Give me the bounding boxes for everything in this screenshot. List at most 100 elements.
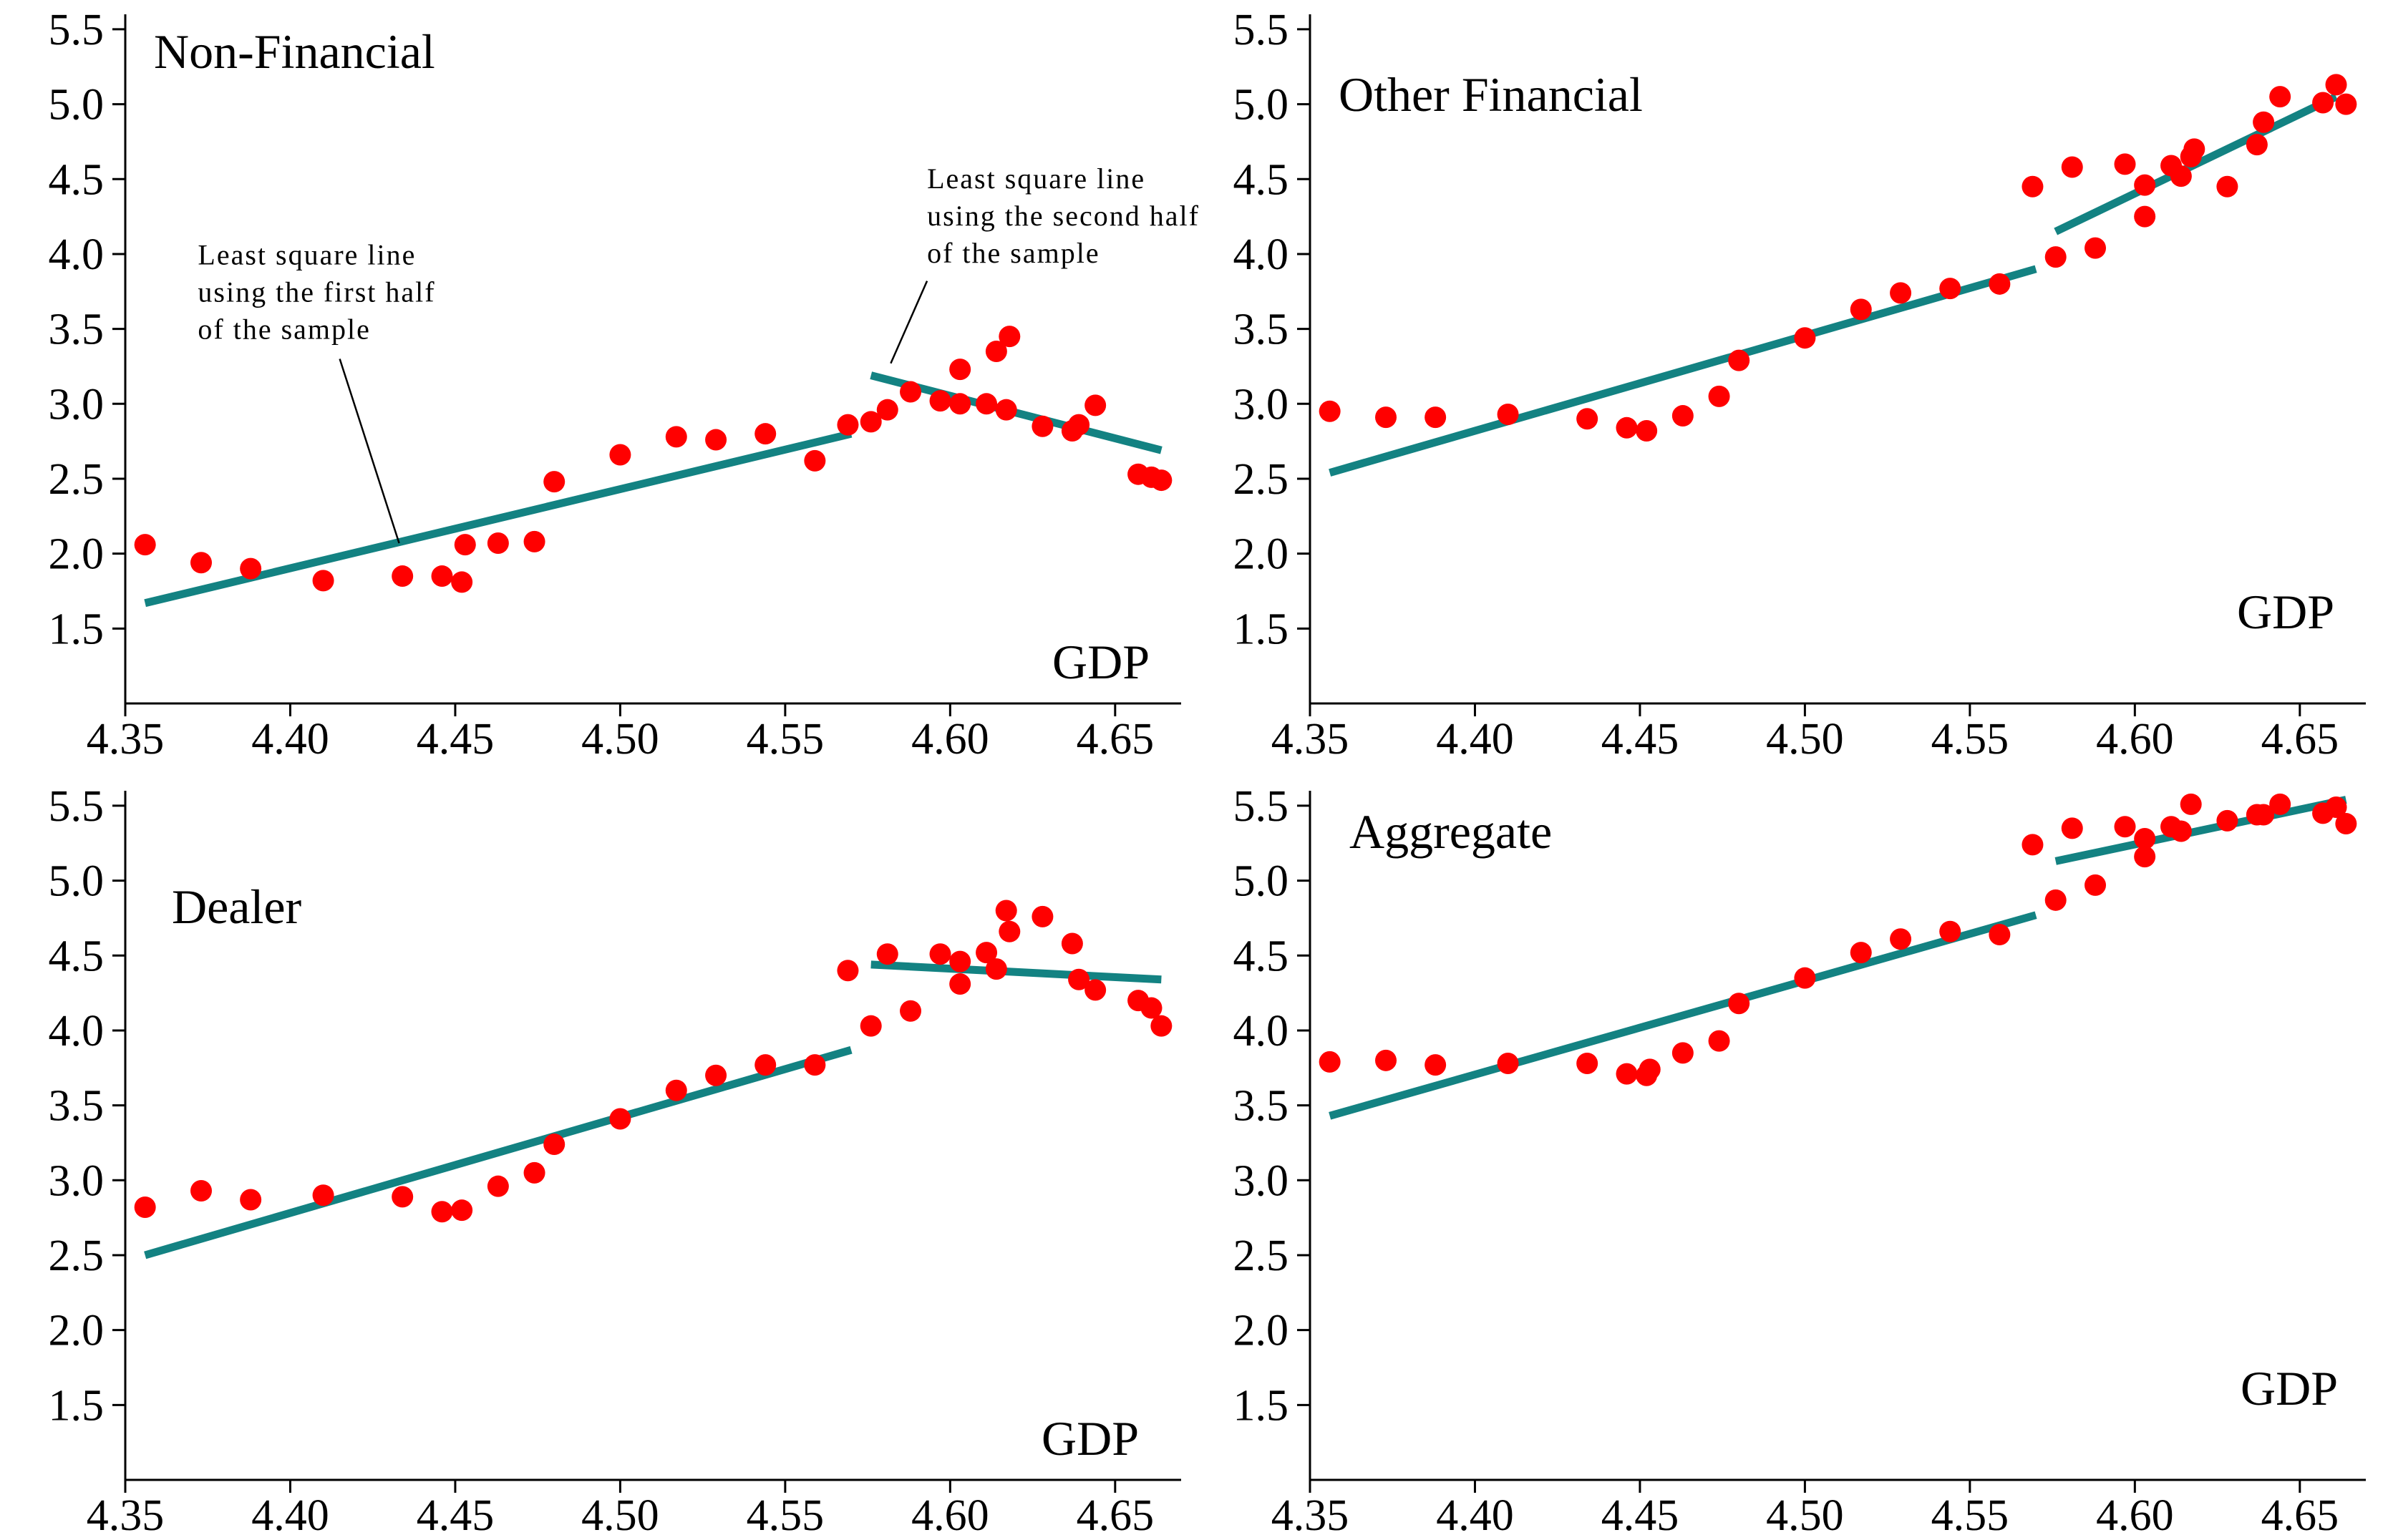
data-point <box>1319 1051 1341 1073</box>
data-point <box>2170 820 2192 842</box>
x-tick-label: 4.40 <box>1436 1491 1514 1540</box>
data-point <box>860 411 882 433</box>
data-point <box>1939 920 1961 942</box>
x-tick-label: 4.50 <box>581 1491 659 1540</box>
data-point <box>804 1054 826 1076</box>
data-point <box>2335 813 2357 835</box>
x-tick-label: 4.55 <box>1931 715 2009 764</box>
data-point <box>487 1175 509 1197</box>
data-point <box>431 1201 453 1223</box>
data-point <box>2170 165 2192 187</box>
x-tick-label: 4.50 <box>1766 715 1844 764</box>
data-point <box>754 423 777 445</box>
x-tick-label: 4.45 <box>417 1491 495 1540</box>
y-tick-label: 4.0 <box>1233 1007 1289 1056</box>
y-tick-label: 1.5 <box>49 1381 105 1430</box>
data-point <box>900 1000 922 1022</box>
data-point <box>900 381 922 403</box>
data-point <box>949 950 971 973</box>
data-point <box>134 534 156 556</box>
fit-line-first-half <box>1329 265 2037 477</box>
x-tick-label: 4.65 <box>1077 715 1155 764</box>
x-tick-label: 4.35 <box>87 1491 165 1540</box>
y-tick-label: 3.5 <box>1233 306 1289 354</box>
x-tick-label: 4.35 <box>1271 715 1349 764</box>
y-tick-label: 3.5 <box>49 306 105 354</box>
data-point <box>999 326 1021 348</box>
data-point <box>2022 834 2044 856</box>
y-tick-label: 4.5 <box>49 155 105 204</box>
data-point <box>2216 175 2238 198</box>
y-tick-label: 5.5 <box>49 6 105 54</box>
y-tick-label: 5.0 <box>1233 857 1289 906</box>
data-point <box>431 565 453 588</box>
data-point <box>1068 414 1090 436</box>
data-point <box>705 1064 727 1086</box>
annotation-line: Least square line <box>927 162 1145 195</box>
data-point <box>2084 874 2107 896</box>
data-point <box>2134 205 2156 228</box>
data-point <box>1794 967 1816 989</box>
data-point <box>860 1015 882 1037</box>
data-point <box>1084 394 1107 416</box>
data-point <box>312 1184 334 1207</box>
panel-title: Dealer <box>172 879 302 934</box>
data-point <box>2061 817 2083 839</box>
data-point <box>451 1199 473 1222</box>
data-point <box>665 1079 687 1101</box>
x-tick-label: 4.40 <box>1436 715 1514 764</box>
data-point <box>2134 174 2156 196</box>
panel-non-financial: 1.5 2.0 2.5 3.0 3.5 4.0 4.5 5.0 5.5 4.35 4.40 4.45 4… <box>49 6 1198 764</box>
data-point <box>190 1179 213 1202</box>
x-tick-label: 4.60 <box>2096 715 2174 764</box>
panel-dealer: 1.5 2.0 2.5 3.0 3.5 4.0 4.5 5.0 5.5 4.35 4.40 4.45 4… <box>49 782 1181 1540</box>
y-tick-label: 4.0 <box>49 1007 105 1056</box>
data-point <box>1319 400 1341 422</box>
data-point <box>1616 1063 1638 1085</box>
data-point <box>1150 1015 1173 1037</box>
annotation-line: using the first half <box>198 276 435 308</box>
y-tick-label: 2.0 <box>1233 1307 1289 1355</box>
data-point <box>2246 134 2268 156</box>
data-point <box>1068 968 1090 990</box>
x-tick-label: 4.60 <box>2096 1491 2174 1540</box>
data-point <box>976 942 998 964</box>
data-point <box>929 390 951 412</box>
y-tick-label: 5.5 <box>49 782 105 831</box>
data-point <box>665 426 687 448</box>
x-axis-title: GDP <box>2241 1361 2338 1415</box>
annotation-second-half: Least square line using the second half of… <box>890 162 1198 364</box>
data-point <box>609 444 631 466</box>
data-point <box>2269 86 2291 108</box>
data-point <box>1890 282 1912 304</box>
y-tick-label: 2.0 <box>49 1307 105 1355</box>
x-tick-label: 4.55 <box>747 715 825 764</box>
data-point <box>1576 1053 1598 1075</box>
data-point <box>1939 278 1961 300</box>
y-tick-label: 1.5 <box>1233 605 1289 653</box>
data-point <box>995 399 1017 421</box>
panel-other-financial: 1.5 2.0 2.5 3.0 3.5 4.0 4.5 5.0 5.5 4.35 4.40 4.45 4… <box>1233 6 2366 764</box>
annotation-line: Least square line <box>198 239 416 271</box>
data-point <box>523 1161 545 1184</box>
data-point <box>2216 809 2238 832</box>
data-point <box>1728 349 1750 371</box>
panel-aggregate: 1.5 2.0 2.5 3.0 3.5 4.0 4.5 5.0 5.5 4.35 4.40 4.45 4… <box>1233 782 2366 1540</box>
data-point <box>1671 405 1694 427</box>
annotation-leader-line <box>890 281 928 364</box>
y-tick-label: 2.0 <box>1233 530 1289 579</box>
x-tick-label: 4.55 <box>747 1491 825 1540</box>
y-tick-label: 4.5 <box>49 932 105 980</box>
data-point <box>1989 273 2011 295</box>
data-point <box>2180 793 2202 815</box>
y-tick-label: 5.0 <box>49 81 105 130</box>
y-tick-label: 1.5 <box>1233 1381 1289 1430</box>
data-point <box>929 943 951 965</box>
y-tick-label: 5.0 <box>1233 81 1289 130</box>
data-point <box>1140 997 1163 1019</box>
data-point <box>949 359 971 381</box>
x-tick-label: 4.35 <box>87 715 165 764</box>
data-point <box>1497 403 1519 425</box>
x-tick-label: 4.65 <box>1077 1491 1155 1540</box>
